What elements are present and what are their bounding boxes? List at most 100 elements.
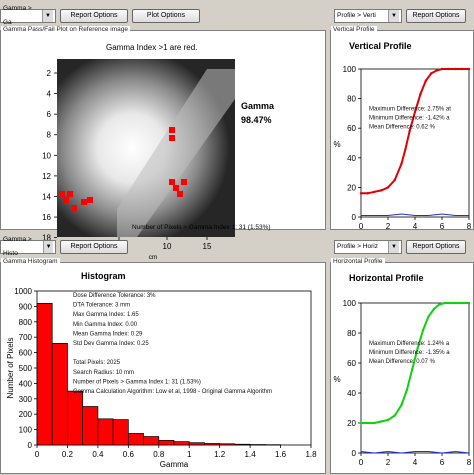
- fail-pixel: [87, 197, 93, 203]
- profile-data-point: [406, 389, 408, 391]
- x-tick-label: 2: [386, 222, 391, 231]
- y-tick-label: 800: [19, 318, 33, 327]
- histogram-bar: [113, 420, 128, 445]
- y-tick-label: 2: [47, 69, 52, 78]
- profile-data-point: [360, 192, 362, 194]
- y-tick-label: 400: [19, 379, 33, 388]
- histogram-bar: [83, 407, 98, 446]
- x-tick-label: 15: [203, 242, 212, 251]
- y-tick-label: 200: [19, 410, 33, 419]
- y-tick-label: 0: [352, 213, 357, 222]
- x-tick-label: 0.8: [153, 450, 165, 459]
- fail-pixel: [169, 127, 175, 133]
- histogram-bar: [128, 433, 143, 445]
- x-tick-label: 2: [386, 458, 391, 467]
- profile-data-point: [438, 303, 440, 305]
- y-tick-label: 80: [347, 329, 356, 338]
- profile-data-point: [427, 315, 429, 317]
- gamma-passfail-panel: Gamma Pass/Fail Plot on Reference image …: [0, 30, 326, 230]
- histogram-bar: [235, 444, 250, 445]
- y-tick-label: 8: [47, 131, 52, 140]
- top-right-toolbar: Profile > Verti ▼ Report Options: [334, 6, 466, 26]
- profile-data-point: [461, 302, 463, 304]
- histogram-stat-line: Total Pixels: 2025: [73, 360, 121, 366]
- y-tick-label: 40: [347, 389, 356, 398]
- profile-data-point: [449, 302, 451, 304]
- y-tick-label: 500: [19, 364, 33, 373]
- gamma-view-select[interactable]: Gamma > Ga ▼: [0, 9, 56, 23]
- profile-view-select[interactable]: Profile > Horiz ▼: [334, 240, 402, 254]
- profile-data-point: [400, 163, 402, 165]
- fail-pixel: [181, 179, 187, 185]
- fail-pixel: [169, 179, 175, 185]
- profile-data-point: [441, 68, 443, 70]
- y-tick-label: 40: [347, 154, 356, 163]
- histogram-view-select-value: Gamma > Histo: [3, 233, 43, 261]
- profile-data-point: [454, 68, 456, 70]
- y-tick-label: 0: [28, 441, 33, 450]
- histogram-view-select[interactable]: Gamma > Histo ▼: [0, 240, 56, 254]
- chevron-down-icon: ▼: [43, 241, 53, 253]
- profile-data-point: [380, 189, 382, 191]
- fail-pixel: [59, 191, 65, 197]
- profile-stat-line: Mean Difference: 0.62 %: [369, 124, 436, 130]
- profile-stat-line: Minimum Difference: -1.42% a: [369, 115, 450, 121]
- profile-data-point: [433, 308, 435, 310]
- plot-options-button[interactable]: Plot Options: [132, 9, 200, 23]
- y-axis-label: Number of Pixels: [6, 338, 15, 399]
- y-tick-label: 1000: [14, 287, 32, 296]
- profile-view-select-value: Profile > Horiz: [337, 240, 378, 254]
- profile-stat-line: Minimum Difference: -1.35% a: [369, 350, 450, 356]
- profile-data-point: [417, 347, 419, 349]
- x-axis-label: Gamma: [160, 460, 189, 469]
- histogram-stat-line: Number of Pixels > Gamma Index 1: 31 (1.…: [73, 379, 201, 385]
- fail-pixel: [67, 191, 73, 197]
- profile-data-point: [425, 80, 427, 82]
- bottom-right-toolbar: Profile > Horiz ▼ Report Options: [334, 237, 466, 257]
- y-tick-label: 100: [19, 426, 33, 435]
- profile-data-point: [387, 419, 389, 421]
- y-axis-label: %: [333, 375, 340, 384]
- report-options-button[interactable]: Report Options: [406, 9, 466, 23]
- histogram-bar: [220, 444, 235, 445]
- profile-data-point: [448, 68, 450, 70]
- gamma-value: 98.47%: [241, 115, 272, 125]
- profile-view-select[interactable]: Profile > Verti ▼: [334, 9, 402, 23]
- x-tick-label: 0.4: [92, 450, 104, 459]
- gamma-map: 2468101214161851015cmNumber of Pixels > …: [1, 31, 327, 231]
- histogram-stat-line: DTA Tolerance: 3 mm: [73, 303, 130, 309]
- histogram-stat-line: Std Dev Gamma Index: 0.25: [73, 341, 149, 347]
- histogram-bar: [98, 419, 113, 445]
- x-tick-label: 1.2: [214, 450, 226, 459]
- profile-data-point: [430, 72, 432, 74]
- report-options-button[interactable]: Report Options: [60, 9, 128, 23]
- top-left-toolbar: Gamma > Ga ▼ Report Options Plot Options: [0, 6, 200, 26]
- histogram-stat-line: Gamma Calculation Algorithm: Low et al, …: [73, 389, 272, 395]
- profile-data-point: [404, 148, 406, 150]
- y-tick-label: 60: [347, 359, 356, 368]
- profile-view-select-value: Profile > Verti: [337, 9, 376, 23]
- report-options-button[interactable]: Report Options: [406, 240, 466, 254]
- profile-data-point: [373, 191, 375, 193]
- profile-stat-line: Maximum Difference: 1.24% a: [369, 341, 450, 347]
- histogram-bar: [159, 440, 174, 445]
- fail-pixel: [177, 191, 183, 197]
- y-tick-label: 100: [343, 299, 357, 308]
- profile-data-point: [419, 93, 421, 95]
- histogram-bar: [67, 391, 82, 445]
- profile-data-point: [400, 404, 402, 406]
- x-tick-label: 4: [413, 222, 418, 231]
- bottom-left-toolbar: Gamma > Histo ▼ Report Options: [0, 237, 128, 257]
- profile-stat-line: Maximum Difference: 2.75% at: [369, 106, 451, 112]
- y-axis-label: %: [333, 140, 340, 149]
- report-options-button[interactable]: Report Options: [60, 240, 128, 254]
- profile-data-point: [468, 302, 470, 304]
- histogram-stat-line: Min Gamma Index: 0.00: [73, 322, 138, 328]
- x-tick-label: 0.6: [123, 450, 135, 459]
- histogram-bar: [174, 442, 189, 445]
- chevron-down-icon: ▼: [388, 10, 399, 22]
- plot-area: [361, 69, 469, 217]
- profile-data-point: [411, 368, 413, 370]
